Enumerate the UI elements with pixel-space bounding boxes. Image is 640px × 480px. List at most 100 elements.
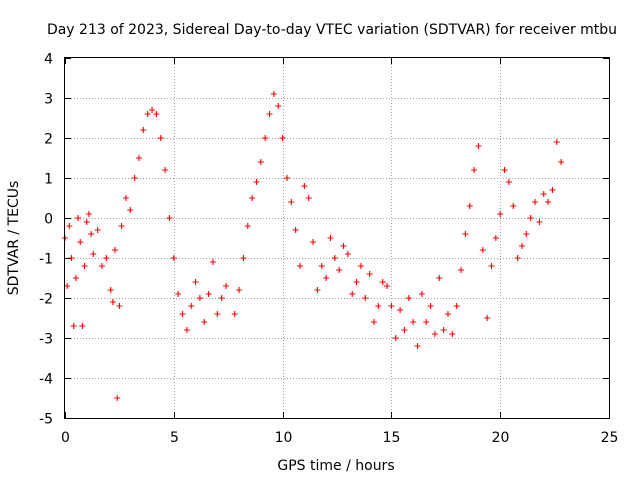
data-point xyxy=(149,107,156,113)
data-point xyxy=(388,303,395,309)
y-tick-label: 3 xyxy=(44,92,53,108)
data-point xyxy=(444,311,451,317)
data-point xyxy=(157,135,164,141)
data-point xyxy=(266,111,273,117)
data-point xyxy=(244,223,251,229)
data-point xyxy=(453,303,460,309)
data-point xyxy=(523,231,530,237)
data-points xyxy=(62,91,565,401)
data-point xyxy=(68,255,75,261)
data-point xyxy=(118,223,125,229)
data-point xyxy=(545,199,552,205)
data-point xyxy=(103,255,110,261)
data-point xyxy=(85,211,92,217)
data-point xyxy=(510,203,517,209)
data-point xyxy=(458,267,465,273)
data-point xyxy=(140,127,147,133)
data-point xyxy=(188,303,195,309)
plot-frame xyxy=(64,57,610,419)
data-point xyxy=(240,255,247,261)
data-point xyxy=(70,323,77,329)
data-point xyxy=(83,219,90,225)
data-point xyxy=(484,315,491,321)
data-point xyxy=(405,295,412,301)
data-point xyxy=(179,311,186,317)
chart-title: Day 213 of 2023, Sidereal Day-to-day VTE… xyxy=(47,22,617,38)
data-point xyxy=(410,319,417,325)
data-point xyxy=(418,291,425,297)
data-point xyxy=(540,191,547,197)
data-point xyxy=(475,143,482,149)
data-point xyxy=(170,255,177,261)
data-point xyxy=(192,279,199,285)
data-point xyxy=(440,327,447,333)
x-tick-labels: 0 5 10 15 20 25 xyxy=(61,430,618,446)
data-point xyxy=(427,303,434,309)
y-tick-label: 0 xyxy=(44,212,53,228)
data-point xyxy=(292,227,299,233)
data-point xyxy=(166,215,173,221)
data-point xyxy=(479,247,486,253)
data-point xyxy=(466,203,473,209)
data-point xyxy=(127,207,134,213)
data-point xyxy=(153,111,160,117)
data-point xyxy=(549,187,556,193)
data-point xyxy=(279,135,286,141)
data-point xyxy=(340,243,347,249)
data-point xyxy=(505,179,512,185)
data-point xyxy=(318,263,325,269)
data-point xyxy=(94,227,101,233)
data-point xyxy=(201,319,208,325)
data-point xyxy=(112,247,119,253)
data-point xyxy=(301,183,308,189)
data-point xyxy=(144,111,151,117)
data-point xyxy=(98,263,105,269)
data-point xyxy=(64,283,71,289)
data-point xyxy=(492,235,499,241)
data-point xyxy=(501,167,508,173)
data-point xyxy=(72,275,79,281)
data-point xyxy=(536,219,543,225)
data-point xyxy=(379,279,386,285)
y-tick-label: -5 xyxy=(39,412,53,428)
y-tick-label: 2 xyxy=(44,132,53,148)
data-point xyxy=(162,167,169,173)
data-point xyxy=(375,303,382,309)
data-point xyxy=(370,319,377,325)
data-point xyxy=(336,267,343,273)
data-point xyxy=(323,275,330,281)
data-point xyxy=(518,243,525,249)
data-point xyxy=(357,263,364,269)
x-tick-label: 25 xyxy=(601,430,619,446)
data-point xyxy=(497,211,504,217)
data-point xyxy=(514,255,521,261)
data-point xyxy=(205,291,212,297)
data-point xyxy=(196,295,203,301)
data-point xyxy=(81,263,88,269)
data-point xyxy=(331,255,338,261)
data-point xyxy=(488,263,495,269)
data-point xyxy=(297,263,304,269)
data-point xyxy=(218,295,225,301)
data-point xyxy=(288,199,295,205)
data-point xyxy=(257,159,264,165)
y-tick-labels: -5 -4 -3 -2 -1 0 1 2 3 4 xyxy=(39,52,53,428)
data-point xyxy=(349,291,356,297)
data-point xyxy=(423,319,430,325)
data-point xyxy=(436,275,443,281)
y-tick-label: -1 xyxy=(39,252,53,268)
y-tick-label: -3 xyxy=(39,332,53,348)
data-point xyxy=(392,335,399,341)
data-point xyxy=(175,291,182,297)
data-point xyxy=(401,327,408,333)
data-point xyxy=(414,343,421,349)
data-point xyxy=(223,283,230,289)
y-tick-label: 1 xyxy=(44,172,53,188)
x-tick-label: 20 xyxy=(492,430,510,446)
y-axis-label: SDTVAR / TECUs xyxy=(6,181,22,296)
data-point xyxy=(114,395,121,401)
data-point xyxy=(77,239,84,245)
data-point xyxy=(116,303,123,309)
data-point xyxy=(122,195,129,201)
